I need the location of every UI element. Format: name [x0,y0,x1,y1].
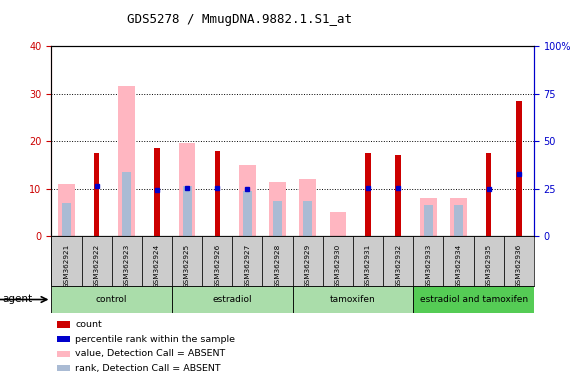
Bar [486,153,492,236]
Bar [51,236,82,286]
Text: percentile rank within the sample: percentile rank within the sample [75,334,235,344]
Bar [58,184,75,236]
Text: value, Detection Call = ABSENT: value, Detection Call = ABSENT [75,349,226,358]
Bar [420,198,437,236]
Bar [413,236,444,286]
Bar [122,172,131,236]
Text: GSM362936: GSM362936 [516,244,522,288]
Bar [353,236,383,286]
Bar [424,205,433,236]
Text: count: count [75,320,102,329]
Text: GSM362935: GSM362935 [486,244,492,288]
Bar [142,236,172,286]
Bar [263,236,292,286]
Text: control: control [96,295,127,304]
Bar [232,236,263,286]
Bar [413,286,534,313]
Text: estradiol: estradiol [212,295,252,304]
Bar [243,191,252,236]
Bar [396,156,401,236]
Text: rank, Detection Call = ABSENT: rank, Detection Call = ABSENT [75,364,221,373]
Bar [172,236,202,286]
Bar [383,236,413,286]
Bar [119,86,135,236]
Bar [473,236,504,286]
Bar [183,186,192,236]
Bar [273,200,282,236]
Text: GSM362932: GSM362932 [395,244,401,288]
Text: GSM362927: GSM362927 [244,244,251,288]
Text: estradiol and tamoxifen: estradiol and tamoxifen [420,295,528,304]
Bar [516,101,521,236]
Text: GSM362930: GSM362930 [335,244,341,288]
Bar [444,236,473,286]
Bar [292,236,323,286]
Text: tamoxifen: tamoxifen [330,295,376,304]
Bar [172,286,293,313]
Bar [51,286,172,313]
Bar [329,212,346,236]
Bar [154,148,160,236]
Bar [323,236,353,286]
Text: GSM362921: GSM362921 [63,244,70,288]
Text: GSM362931: GSM362931 [365,244,371,288]
Bar [303,200,312,236]
Bar [215,151,220,236]
Bar [365,153,371,236]
Bar [292,286,413,313]
Bar [94,153,99,236]
Text: GSM362928: GSM362928 [275,244,280,288]
Text: agent: agent [3,294,33,304]
Bar [202,236,232,286]
Bar [239,165,256,236]
Bar [62,203,71,236]
Text: GDS5278 / MmugDNA.9882.1.S1_at: GDS5278 / MmugDNA.9882.1.S1_at [127,13,352,26]
Bar [82,236,112,286]
Bar [299,179,316,236]
Text: GSM362923: GSM362923 [124,244,130,288]
Bar [270,182,286,236]
Text: GSM362934: GSM362934 [456,244,461,288]
Bar [504,236,534,286]
Text: GSM362929: GSM362929 [305,244,311,288]
Bar [112,236,142,286]
Text: GSM362925: GSM362925 [184,244,190,288]
Text: GSM362926: GSM362926 [214,244,220,288]
Bar [179,144,195,236]
Bar [454,205,463,236]
Text: GSM362933: GSM362933 [425,244,431,288]
Bar [450,198,467,236]
Text: GSM362924: GSM362924 [154,244,160,288]
Text: GSM362922: GSM362922 [94,244,99,288]
